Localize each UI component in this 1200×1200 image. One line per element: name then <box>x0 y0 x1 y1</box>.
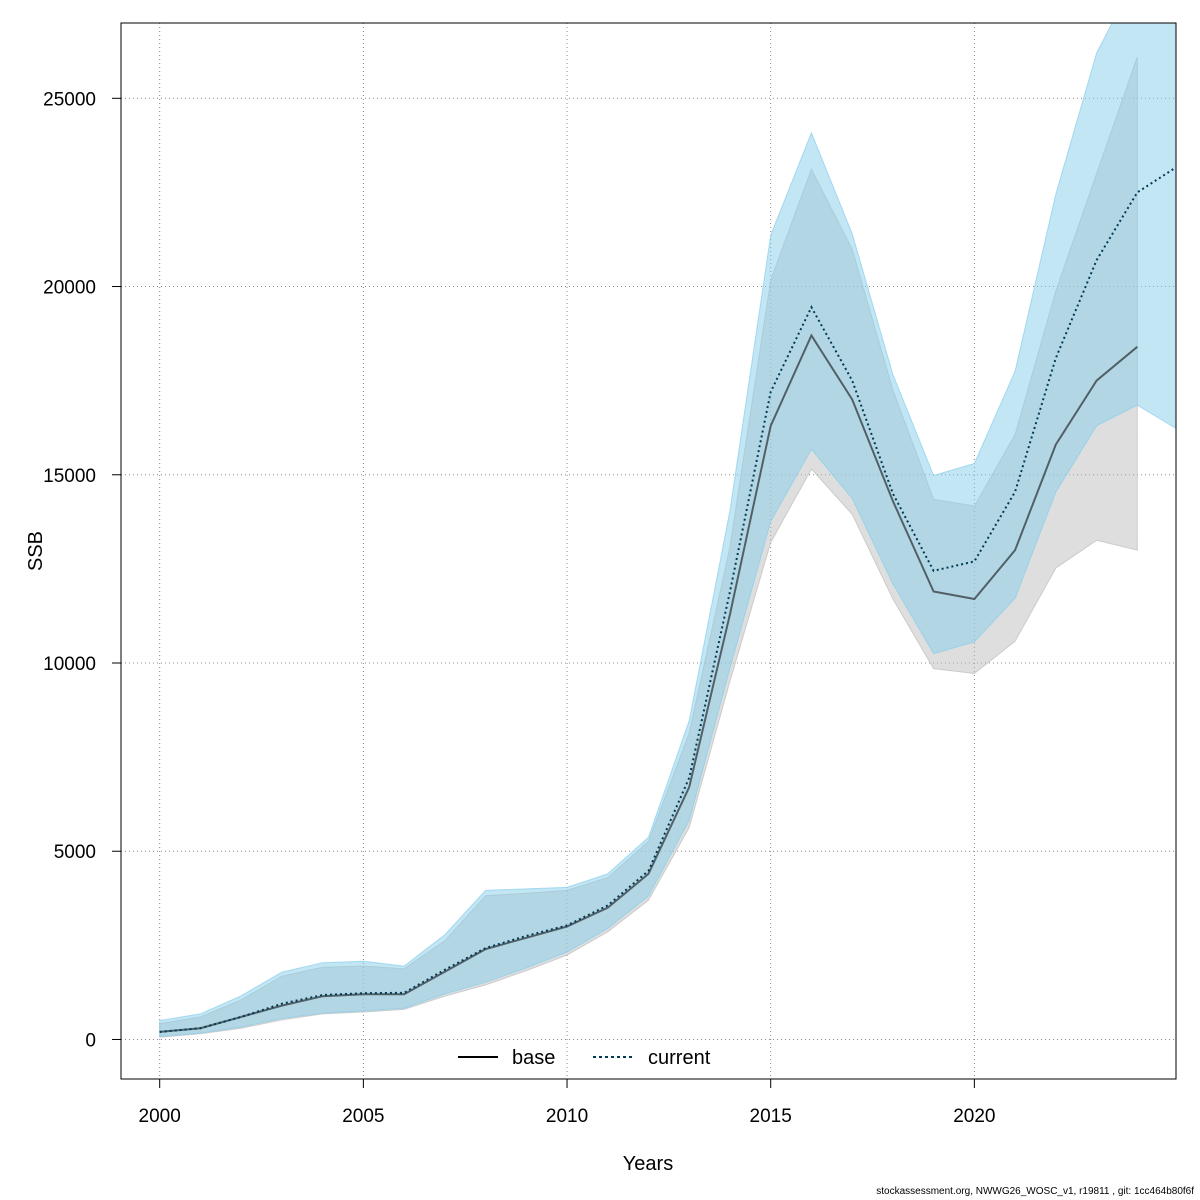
y-tick-label-15000: 15000 <box>43 466 96 487</box>
confidence-bands <box>159 23 1176 1038</box>
legend-label-base: base <box>512 1047 555 1069</box>
y-tick-label-20000: 20000 <box>43 278 96 299</box>
y-tick-label-25000: 25000 <box>43 89 96 110</box>
footer-credit: stockassessment.org, NWWG26_WOSC_v1, r19… <box>876 1186 1194 1197</box>
x-tick-label-2015: 2015 <box>750 1106 792 1127</box>
y-tick-label-10000: 10000 <box>43 654 96 675</box>
y-tick-label-0: 0 <box>85 1030 96 1051</box>
x-tick-label-2010: 2010 <box>546 1106 588 1127</box>
x-tick-label-2005: 2005 <box>342 1106 384 1127</box>
y-axis-title: SSB <box>25 531 47 571</box>
series-lines <box>159 166 1176 1033</box>
series-line-base <box>159 333 1138 1033</box>
y-axis: 0 5000 10000 15000 20000 25000 <box>43 89 122 1051</box>
series-line-current <box>159 166 1176 1033</box>
legend: base current <box>458 1047 711 1069</box>
legend-label-current: current <box>648 1047 711 1069</box>
confidence-band-current <box>159 23 1176 1038</box>
x-tick-label-2020: 2020 <box>953 1106 995 1127</box>
x-tick-label-2000: 2000 <box>139 1106 181 1127</box>
y-tick-label-5000: 5000 <box>54 842 96 863</box>
x-axis: 2000 2005 2010 2015 2020 <box>139 1078 996 1127</box>
x-axis-title: Years <box>623 1153 673 1175</box>
